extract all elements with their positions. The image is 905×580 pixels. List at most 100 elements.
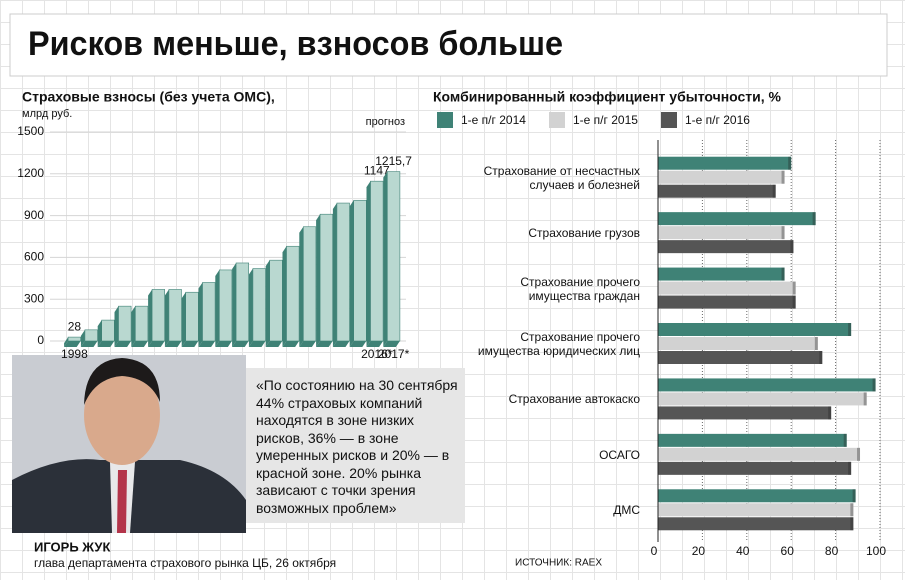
- bar-cap: [850, 503, 854, 517]
- bar: [269, 259, 283, 342]
- bar-cap: [812, 212, 816, 226]
- bar-side: [80, 329, 85, 347]
- source: ИСТОЧНИК: RAEX: [515, 558, 602, 569]
- bar-cap: [788, 156, 792, 170]
- y-tick-label: 0: [37, 333, 44, 347]
- data-label: 1147: [364, 163, 390, 177]
- bar-bottom: [349, 341, 367, 347]
- bar-bottom: [332, 341, 350, 347]
- bar: [658, 240, 794, 254]
- bar-cap: [848, 461, 852, 475]
- bar-side: [383, 171, 388, 347]
- bar-bottom: [366, 341, 384, 347]
- bar: [67, 336, 81, 342]
- person-role: глава департамента страхового рынка ЦБ, …: [34, 556, 336, 570]
- bar: [658, 323, 852, 336]
- photo: [12, 355, 246, 533]
- x-tick-label: 20: [692, 544, 706, 558]
- bar: [658, 337, 818, 350]
- y-tick-label: 1200: [17, 166, 44, 180]
- bar-bottom: [80, 341, 98, 347]
- bar-cap: [772, 184, 776, 198]
- bar: [658, 503, 854, 517]
- quote-text: «По состоянию на 30 сентября 44% страхов…: [256, 377, 458, 516]
- y-axis-label: млрд руб.: [22, 108, 72, 120]
- bar: [658, 392, 867, 406]
- bar-cap: [850, 517, 854, 531]
- bar-side: [215, 269, 220, 347]
- x-tick-label: 2016*: [361, 347, 393, 361]
- bar-side: [131, 306, 136, 347]
- bar-cap: [863, 392, 867, 406]
- bar: [302, 226, 317, 342]
- category-label: Страхование от несчастных случаев и боле…: [483, 163, 640, 192]
- y-tick-label: 1500: [17, 124, 44, 138]
- bar: [135, 305, 149, 342]
- category-label: ДМС: [613, 503, 640, 518]
- data-label: 1215,7: [375, 154, 412, 168]
- bar-side: [316, 214, 321, 347]
- bar-side: [164, 289, 169, 347]
- bar: [286, 245, 300, 342]
- bar-bottom: [164, 341, 182, 347]
- bar-side: [349, 200, 354, 347]
- bar-bottom: [299, 341, 316, 347]
- bar-cap: [781, 170, 785, 184]
- bar-bottom: [97, 341, 115, 347]
- bar: [658, 447, 861, 461]
- bar-side: [248, 268, 253, 347]
- bar: [658, 378, 876, 392]
- bar-cap: [781, 226, 785, 240]
- bar-side: [198, 282, 203, 347]
- bar: [252, 268, 266, 342]
- bar: [658, 226, 785, 240]
- x-tick-label: 80: [825, 544, 839, 558]
- bar-side: [64, 337, 69, 347]
- bar-cap: [843, 433, 847, 447]
- bar: [219, 269, 233, 342]
- bar: [658, 406, 832, 420]
- bar-cap: [792, 295, 796, 309]
- title-box: [9, 13, 888, 77]
- bar: [84, 329, 98, 342]
- bar: [386, 171, 401, 342]
- legend-label: 1-е п/г 2015: [573, 113, 638, 127]
- bar: [101, 319, 115, 342]
- bar-cap: [781, 267, 785, 281]
- legend-swatch: [661, 112, 677, 128]
- page-title: Рисков меньше, взносов больше: [28, 25, 563, 63]
- bar: [658, 295, 796, 309]
- category-label: ОСАГО: [599, 447, 640, 462]
- bar-side: [332, 203, 337, 347]
- bar: [658, 212, 816, 226]
- category-label: Страхование прочего имущества граждан: [520, 274, 640, 303]
- legend-swatch: [437, 112, 453, 128]
- person-name: ИГОРЬ ЖУК: [34, 539, 110, 554]
- bar-side: [299, 226, 304, 347]
- bar-bottom: [265, 341, 283, 347]
- bar: [658, 433, 847, 447]
- bar-bottom: [232, 341, 249, 347]
- y-tick-label: 300: [24, 291, 44, 305]
- bar-side: [97, 320, 102, 347]
- bar: [658, 517, 854, 531]
- x-tick-label: 2017*: [378, 347, 410, 361]
- bar-bottom: [198, 341, 216, 347]
- bar: [118, 305, 132, 342]
- x-tick-label: 100: [866, 544, 886, 558]
- bar-side: [265, 260, 270, 347]
- bar: [336, 202, 350, 342]
- bar-bottom: [131, 341, 148, 347]
- bar-cap: [792, 281, 796, 295]
- chart-title: Комбинированный коэффициент убыточности,…: [433, 89, 782, 105]
- legend-label: 1-е п/г 2014: [461, 113, 526, 127]
- y-tick-label: 600: [24, 250, 44, 264]
- bar-side: [114, 306, 119, 347]
- bar: [658, 281, 796, 295]
- bar: [185, 291, 199, 342]
- bar: [658, 170, 785, 184]
- bar: [658, 461, 852, 475]
- bar: [370, 180, 384, 342]
